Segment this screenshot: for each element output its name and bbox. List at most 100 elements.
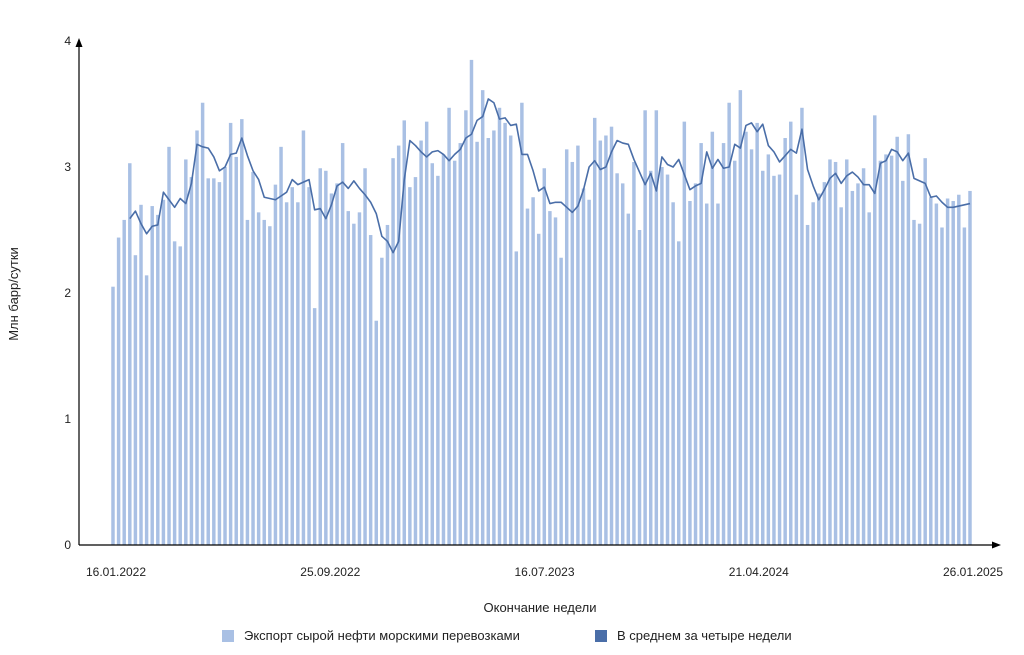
bar xyxy=(884,154,888,545)
bar xyxy=(419,140,423,546)
bar xyxy=(951,201,955,545)
bar xyxy=(800,107,804,545)
bar xyxy=(184,159,188,545)
bar xyxy=(296,202,300,545)
bar xyxy=(934,203,939,546)
four-week-average-line xyxy=(129,98,971,254)
bar xyxy=(833,161,838,545)
bar xyxy=(357,212,362,546)
y-axis-arrow xyxy=(75,38,83,47)
bar xyxy=(452,160,457,545)
bar xyxy=(548,211,552,545)
bar xyxy=(699,143,703,545)
bar xyxy=(240,119,244,546)
bar xyxy=(845,159,849,545)
bar xyxy=(312,308,317,545)
legend-item-bars: Экспорт сырой нефти морскими перевозками xyxy=(222,628,520,643)
bar xyxy=(352,223,356,545)
bar xyxy=(665,174,670,545)
bar xyxy=(340,143,345,545)
bar xyxy=(615,173,619,546)
bar xyxy=(374,320,378,545)
bar xyxy=(889,155,894,545)
bar xyxy=(223,167,227,545)
x-tick-label: 26.01.2025 xyxy=(943,565,1003,579)
x-axis-arrow xyxy=(992,541,1001,549)
bar xyxy=(133,255,138,545)
bar xyxy=(654,110,659,546)
bar xyxy=(458,143,463,545)
bar xyxy=(660,167,664,545)
bar xyxy=(268,226,272,545)
bar xyxy=(128,163,132,545)
bar xyxy=(901,180,905,546)
bar xyxy=(245,219,250,546)
bar xyxy=(111,286,115,545)
bar xyxy=(486,138,491,545)
bar xyxy=(228,122,233,546)
bar xyxy=(637,230,642,545)
y-tick-label: 1 xyxy=(64,412,71,426)
bar xyxy=(206,178,210,545)
axes xyxy=(75,38,1001,549)
bar xyxy=(749,149,754,546)
bar xyxy=(598,140,603,546)
bar xyxy=(318,168,322,545)
bar xyxy=(464,110,468,546)
bar xyxy=(895,136,899,545)
legend-swatch-line xyxy=(595,629,607,642)
bar xyxy=(480,90,485,545)
bar xyxy=(721,143,726,545)
bar xyxy=(195,130,199,545)
bar xyxy=(469,59,474,546)
bar xyxy=(716,203,720,546)
x-tick-label: 25.09.2022 xyxy=(300,565,360,579)
bar xyxy=(559,257,563,545)
bar xyxy=(962,227,967,546)
line-series-group xyxy=(129,98,971,254)
bar xyxy=(525,208,530,545)
bar xyxy=(368,235,373,546)
bar xyxy=(363,168,367,545)
bar xyxy=(430,163,435,545)
y-tick-label: 2 xyxy=(64,286,71,300)
bar xyxy=(251,172,255,546)
bar xyxy=(156,214,160,545)
x-tick-labels: 16.01.2022 25.09.2022 16.07.2023 21.04.2024… xyxy=(86,565,1003,579)
bar xyxy=(710,131,715,545)
bar xyxy=(553,217,558,545)
bar xyxy=(189,177,194,545)
bar xyxy=(923,158,927,545)
bar xyxy=(497,107,502,545)
bar xyxy=(139,204,143,546)
bar xyxy=(391,158,395,545)
bar xyxy=(581,188,586,546)
bar xyxy=(346,211,350,545)
bar xyxy=(727,102,731,546)
bar xyxy=(783,138,787,545)
bar xyxy=(794,194,799,545)
bar xyxy=(424,121,429,545)
bar xyxy=(929,197,933,546)
bar xyxy=(161,199,166,545)
bar xyxy=(671,202,675,545)
bar xyxy=(413,177,418,545)
bar xyxy=(805,224,810,545)
bar xyxy=(682,121,687,545)
bar xyxy=(380,257,384,545)
bar xyxy=(396,145,401,545)
bar xyxy=(693,183,698,545)
bar xyxy=(626,213,631,545)
bar xyxy=(520,102,524,546)
legend-label-line: В среднем за четыре недели xyxy=(617,628,792,643)
bar xyxy=(822,182,827,545)
bar xyxy=(705,203,709,546)
bar xyxy=(385,224,390,545)
bar xyxy=(817,193,821,545)
bar xyxy=(856,183,860,545)
legend-swatch-bars xyxy=(222,629,234,642)
bar xyxy=(677,241,681,545)
bar xyxy=(744,131,748,545)
x-tick-label: 16.07.2023 xyxy=(514,565,574,579)
